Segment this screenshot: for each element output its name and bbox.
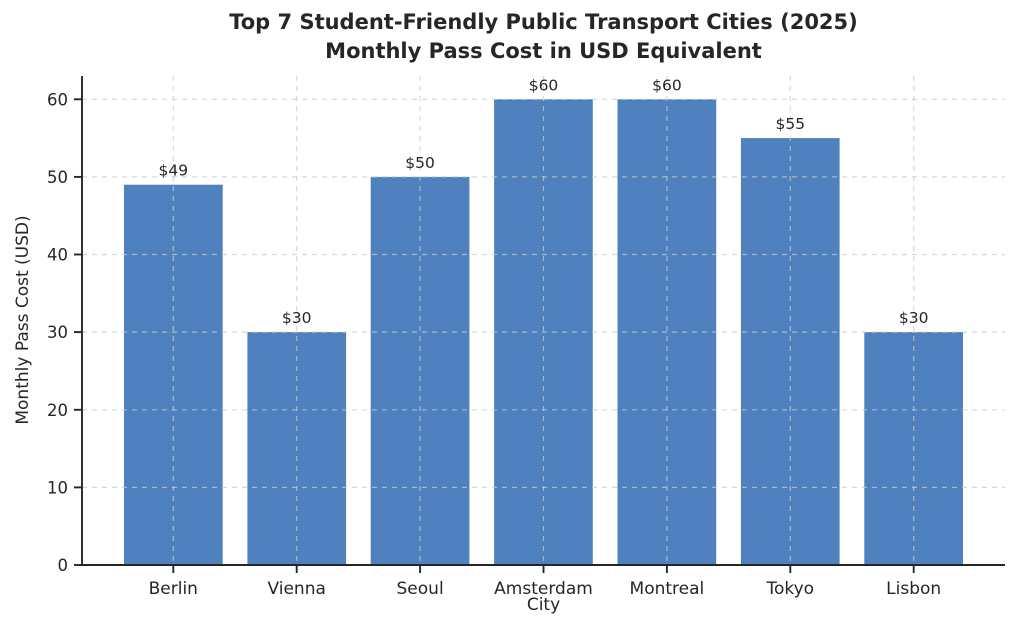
x-tick-label: Seoul (397, 579, 444, 599)
bar-value-label: $49 (159, 162, 189, 180)
bar-value-label: $30 (282, 309, 312, 327)
y-tick-label: 40 (47, 246, 68, 265)
y-tick-label: 60 (47, 90, 68, 109)
bar-value-label: $55 (776, 115, 806, 133)
y-axis-label: Monthly Pass Cost (USD) (13, 215, 33, 425)
bar-value-label: $60 (529, 76, 559, 94)
y-tick-label: 50 (47, 168, 68, 187)
x-tick-label: Berlin (149, 579, 198, 599)
bar-value-label: $60 (652, 76, 682, 94)
chart-title-line1: Top 7 Student-Friendly Public Transport … (229, 10, 858, 34)
y-tick-label: 10 (47, 478, 68, 497)
y-tick-label: 20 (47, 401, 68, 420)
y-tick-label: 0 (58, 556, 69, 575)
x-tick-label: Tokyo (765, 579, 814, 599)
x-tick-label: Lisbon (886, 579, 941, 599)
x-tick-label: Montreal (630, 579, 705, 599)
x-tick-label: Vienna (267, 579, 325, 599)
chart-title-line2: Monthly Pass Cost in USD Equivalent (325, 39, 762, 63)
chart-title: Top 7 Student-Friendly Public Transport … (82, 8, 1005, 66)
x-axis-label: City (526, 595, 561, 615)
x-tick-label: Amsterdam (494, 579, 593, 599)
bar-value-label: $50 (405, 154, 435, 172)
y-tick-label: 30 (47, 323, 68, 342)
bar-value-label: $30 (899, 309, 929, 327)
